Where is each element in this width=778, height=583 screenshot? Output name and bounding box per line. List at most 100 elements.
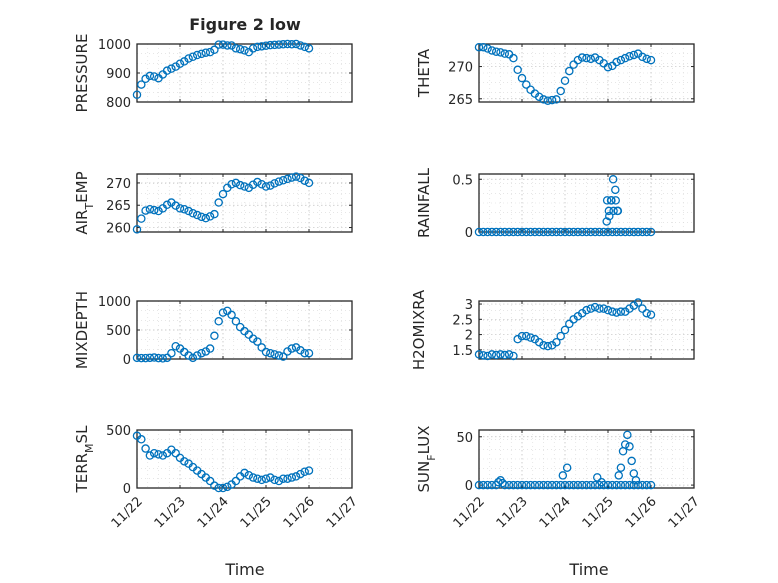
data-point-theta (590, 53, 600, 62)
data-point-h2omixra (526, 333, 535, 342)
data-point-sun_flux (560, 480, 570, 490)
y-tick-label-h2omixra: 2 (465, 329, 473, 344)
data-point-air_temp (270, 179, 279, 188)
data-point-theta (496, 48, 505, 57)
data-point-terr_msl (231, 476, 241, 486)
data-point-sun_flux (569, 480, 578, 490)
data-point-h2omixra (595, 304, 604, 313)
data-point-air_temp (145, 204, 155, 214)
data-point-sun_flux (498, 478, 507, 488)
data-point-sun_flux (573, 480, 583, 490)
data-point-sun_flux (597, 477, 606, 487)
data-point-rainfall (633, 227, 643, 237)
data-point-mixdepth (261, 347, 271, 357)
data-point-sun_flux (526, 480, 535, 490)
data-point-mixdepth (278, 352, 288, 361)
data-point-rainfall (638, 227, 647, 237)
data-point-sun_flux (582, 480, 591, 490)
data-point-mixdepth (214, 317, 223, 326)
data-point-theta (509, 53, 518, 63)
data-point-h2omixra (509, 351, 518, 361)
data-point-pressure (175, 59, 185, 68)
data-point-rainfall (526, 227, 535, 237)
x-axis-label-left: Time (224, 560, 264, 579)
data-point-theta (642, 54, 651, 64)
data-point-terr_msl (158, 451, 168, 460)
data-point-mixdepth (154, 353, 163, 363)
data-point-sun_flux (479, 480, 488, 490)
data-point-h2omixra (590, 302, 600, 312)
data-point-rainfall (607, 196, 616, 205)
axes-air_temp: 260 265 270 AIRTEMP (73, 171, 353, 237)
data-point-theta (612, 57, 621, 67)
data-point-theta (513, 65, 522, 75)
data-point-terr_msl (240, 468, 249, 478)
x-axis-label-right: Time (568, 560, 608, 579)
data-point-pressure (218, 40, 228, 49)
data-point-air_temp (257, 180, 266, 189)
axes-layer: 800 900 1000 PRESSURE 265 270 THETA 260 265 270 AI… (73, 34, 703, 532)
data-point-pressure (296, 41, 305, 50)
data-point-sun_flux (638, 480, 647, 490)
data-point-sun_flux (586, 480, 596, 490)
data-point-rainfall (496, 227, 505, 237)
y-tick-label-rainfall: 0.5 (452, 173, 473, 188)
data-point-sun_flux (629, 480, 639, 490)
data-point-theta (569, 60, 578, 69)
data-point-rainfall (513, 227, 522, 237)
data-point-pressure (184, 54, 193, 63)
data-point-h2omixra (565, 319, 574, 329)
data-point-theta (573, 55, 583, 65)
data-point-terr_msl (223, 482, 232, 492)
data-point-mixdepth (132, 353, 142, 363)
data-point-sun_flux (556, 480, 565, 490)
data-point-pressure (210, 45, 219, 55)
data-point-theta (646, 55, 656, 65)
data-point-mixdepth (184, 351, 193, 360)
data-point-terr_msl (291, 472, 301, 481)
y-tick-label-mixdepth: 0 (123, 353, 131, 368)
data-point-pressure (278, 40, 288, 49)
data-point-theta (603, 62, 613, 72)
data-point-terr_msl (154, 450, 163, 459)
axis-box-sun_flux (478, 429, 695, 489)
data-point-terr_msl (248, 473, 258, 482)
data-point-sun_flux (625, 442, 634, 451)
data-point-terr_msl (145, 451, 155, 460)
data-point-mixdepth (300, 348, 309, 358)
data-point-rainfall (487, 227, 497, 237)
axes-pressure: 800 900 1000 PRESSURE (73, 34, 353, 112)
data-point-h2omixra (560, 325, 570, 335)
data-point-mixdepth (274, 351, 284, 360)
data-point-terr_msl (214, 483, 223, 493)
data-point-theta (586, 54, 596, 64)
data-point-air_temp (214, 198, 223, 207)
y-tick-label-rainfall: 0 (465, 226, 473, 241)
data-point-rainfall (595, 227, 604, 237)
data-point-terr_msl (171, 448, 180, 458)
data-point-theta (582, 53, 591, 63)
y-axis-label-h2omixra: H2OMIXRA (410, 289, 428, 370)
data-point-rainfall (590, 227, 600, 237)
data-point-air_temp (227, 180, 236, 189)
data-point-h2omixra (616, 307, 626, 316)
data-point-terr_msl (261, 474, 271, 483)
data-point-rainfall (608, 175, 618, 184)
data-point-theta (629, 50, 639, 60)
data-point-h2omixra (642, 308, 651, 318)
data-point-rainfall (474, 227, 484, 237)
data-point-theta (500, 49, 510, 58)
data-point-sun_flux (558, 471, 568, 480)
data-point-pressure (291, 39, 301, 49)
data-point-rainfall (609, 206, 618, 216)
data-point-h2omixra (474, 350, 484, 359)
data-point-mixdepth (188, 353, 198, 363)
data-point-mixdepth (149, 353, 159, 362)
y-tick-label-h2omixra: 1.5 (452, 344, 473, 359)
y-axis-label-rainfall: RAINFALL (415, 167, 433, 238)
data-point-pressure (257, 42, 266, 51)
data-point-theta (620, 53, 630, 63)
data-point-mixdepth (287, 344, 297, 353)
data-point-air_temp (235, 180, 245, 190)
y-axis-label-theta: THETA (415, 48, 433, 98)
